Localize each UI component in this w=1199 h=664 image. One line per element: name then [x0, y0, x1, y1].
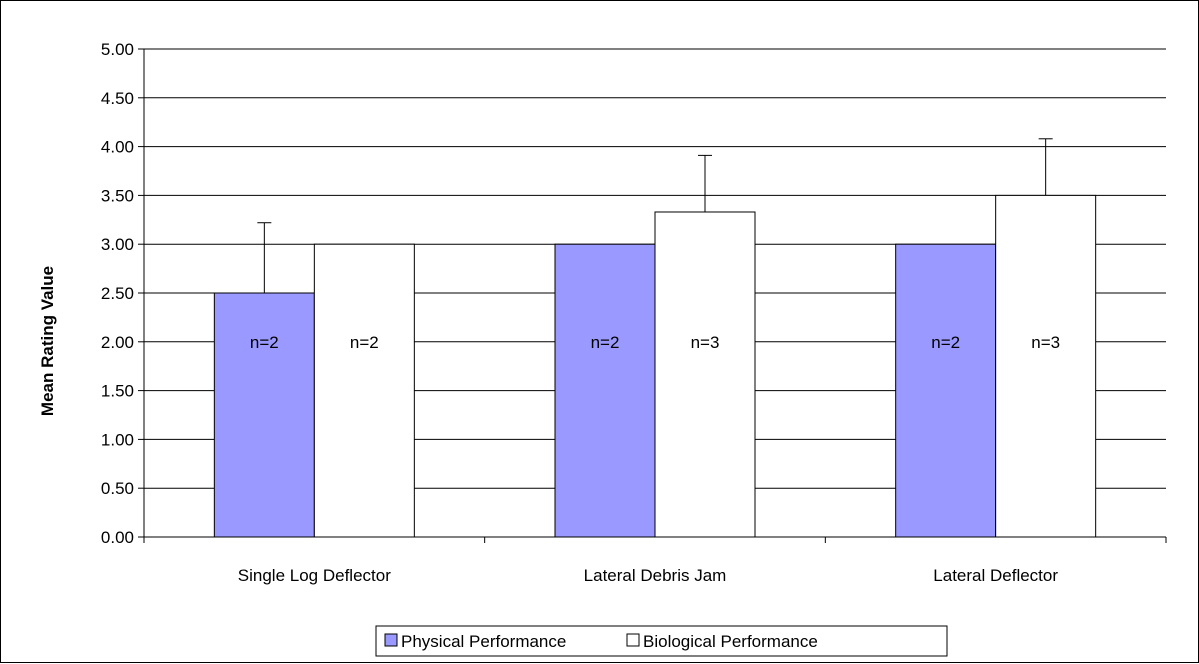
legend-swatch — [626, 633, 640, 647]
n-label: n=2 — [350, 333, 379, 352]
legend-entry: Biological Performance — [643, 632, 818, 651]
x-category-label: Lateral Deflector — [933, 566, 1058, 585]
bar-physical — [213, 292, 315, 538]
bar-biological — [995, 194, 1097, 538]
legend-entry: Physical Performance — [401, 632, 566, 651]
bar-physical — [554, 243, 656, 538]
y-tick-label: 4.50 — [101, 89, 134, 108]
bar-biological — [313, 243, 415, 538]
y-tick-label: 2.50 — [101, 284, 134, 303]
y-tick-label: 1.50 — [101, 382, 134, 401]
n-label: n=3 — [1031, 333, 1060, 352]
bar-biological — [654, 211, 756, 538]
x-category-label: Single Log Deflector — [238, 566, 391, 585]
y-tick-label: 0.50 — [101, 479, 134, 498]
n-label: n=2 — [931, 333, 960, 352]
y-tick-label: 4.00 — [101, 138, 134, 157]
bar-physical — [895, 243, 997, 538]
y-tick-label: 5.00 — [101, 40, 134, 59]
n-label: n=2 — [250, 333, 279, 352]
y-tick-label: 0.00 — [101, 528, 134, 547]
n-label: n=2 — [591, 333, 620, 352]
y-axis-label: Mean Rating Value — [38, 266, 57, 416]
error-bars — [257, 138, 1053, 293]
y-tick-label: 1.00 — [101, 430, 134, 449]
y-tick-label: 3.00 — [101, 235, 134, 254]
x-category-labels: Single Log Deflector Lateral Debris Jam La… — [238, 566, 1059, 585]
bars — [213, 194, 1097, 538]
legend-swatch — [384, 633, 398, 647]
legend: Physical Performance Biological Performan… — [375, 625, 948, 657]
y-tick-labels: 0.00 0.50 1.00 1.50 2.00 2.50 3.00 3.50 4.00 4.50… — [101, 40, 134, 547]
x-category-label: Lateral Debris Jam — [584, 566, 727, 585]
axes — [138, 48, 1167, 543]
y-tick-label: 2.00 — [101, 333, 134, 352]
y-tick-label: 3.50 — [101, 186, 134, 205]
n-label: n=3 — [691, 333, 720, 352]
legend-box — [375, 625, 948, 657]
n-labels: n=2 n=2 n=2 n=3 n=2 n=3 — [250, 333, 1060, 352]
